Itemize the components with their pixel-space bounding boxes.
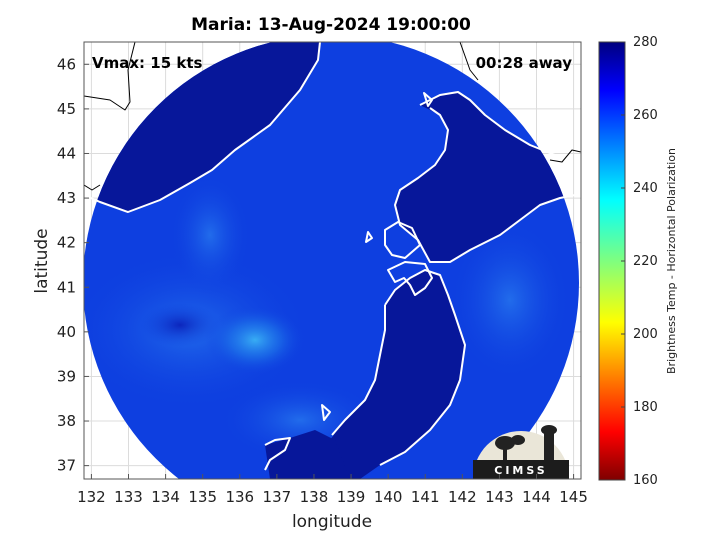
colorbar-label: Brightness Temp - Horizontal Polarizatio… [665,148,678,374]
y-axis-label: latitude [32,228,52,293]
y-tick-label: 45 [57,100,76,118]
plot-area: CIMSS Vmax: 15 kts 00:28 away [84,42,581,479]
land-honshu [330,270,465,479]
x-tick-label: 139 [337,488,366,506]
axes-box [83,41,582,480]
x-tick-label: 135 [188,488,217,506]
land-hokkaido [395,92,579,262]
land-honshu-sw [265,430,350,479]
y-tick-label: 41 [57,278,76,296]
y-tick-label: 43 [57,189,76,207]
x-tick-label: 133 [114,488,143,506]
y-tick-label: 46 [57,55,76,73]
x-tick-label: 137 [263,488,292,506]
colorbar-tick-label: 220 [633,254,658,269]
outer-coastlines [84,42,581,191]
colorbar: 160 180 200 220 240 260 280 Brightness Temp - … [598,35,678,488]
x-tick-label: 142 [448,488,477,506]
y-tick-label: 44 [57,144,76,162]
x-tick-label: 138 [300,488,329,506]
x-tick-label: 140 [374,488,403,506]
colorbar-tick-label: 280 [633,35,658,50]
colorbar-tick-label: 180 [633,400,658,415]
x-axis-label: longitude [292,512,372,532]
y-tick-label: 42 [57,234,76,252]
vmax-label: Vmax: 15 kts [92,54,202,72]
colorbar-tick-label: 200 [633,327,658,342]
cimss-logo: CIMSS [473,425,569,479]
microwave-swath [84,42,579,479]
x-tick-label: 143 [485,488,514,506]
coastlines [84,42,576,471]
x-axis-ticks: 132 133 134 135 136 137 138 139 140 141 142 143 144 1… [77,474,588,506]
x-tick-label: 134 [151,488,180,506]
x-tick-label: 132 [77,488,106,506]
x-tick-label: 144 [522,488,551,506]
svg-text:CIMSS: CIMSS [494,464,547,477]
colorbar-tick-label: 240 [633,181,658,196]
y-tick-label: 39 [57,367,76,385]
chart-title: Maria: 13-Aug-2024 19:00:00 [191,15,471,35]
y-tick-label: 40 [57,323,76,341]
x-tick-label: 141 [411,488,440,506]
colorbar-tick-label: 260 [633,108,658,123]
time-away-label: 00:28 away [476,54,573,72]
colorbar-ticks: 160 180 200 220 240 260 280 [621,35,658,488]
y-tick-label: 38 [57,412,76,430]
y-tick-label: 37 [57,457,76,475]
y-axis-ticks: 37 38 39 40 41 42 43 44 45 46 [57,55,89,475]
colorbar-tick-label: 160 [633,473,658,488]
x-tick-label: 136 [225,488,254,506]
x-tick-label: 145 [559,488,588,506]
